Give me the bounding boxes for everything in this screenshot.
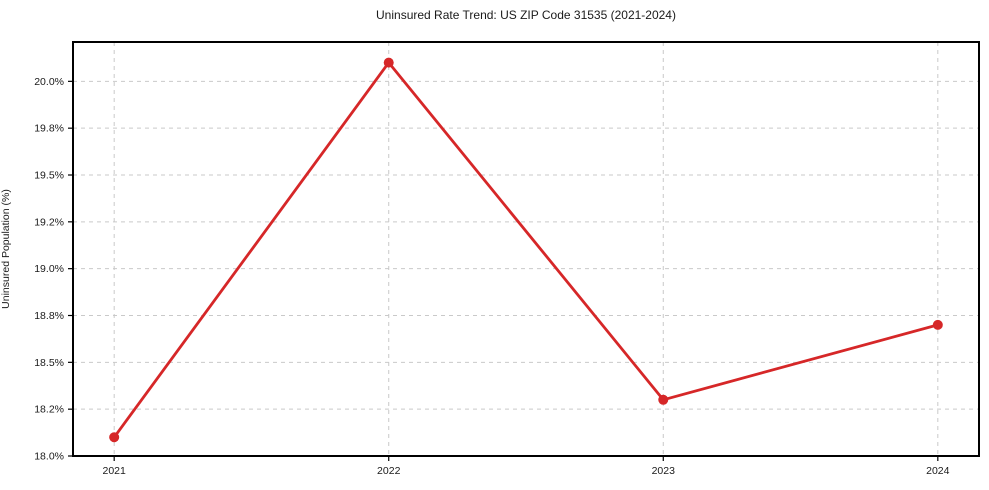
x-tick-label: 2023 [652, 465, 676, 477]
y-tick-label: 19.2% [34, 216, 64, 228]
trend-line [112, 61, 940, 439]
x-tick-label: 2022 [377, 465, 401, 477]
y-tick-label: 19.0% [34, 263, 64, 275]
data-point-2022 [383, 57, 394, 68]
data-point-2021 [109, 432, 120, 443]
y-tick-label: 18.5% [34, 357, 64, 369]
axes-spines [72, 41, 980, 457]
chart-title: Uninsured Rate Trend: US ZIP Code 31535 … [376, 8, 676, 22]
x-tick-label: 2021 [103, 465, 127, 477]
y-tick-label: 18.8% [34, 310, 64, 322]
y-tick-label: 19.5% [34, 170, 64, 182]
y-tick-label: 18.2% [34, 404, 64, 416]
x-tick-label: 2024 [926, 465, 950, 477]
data-point-2024 [932, 319, 943, 330]
data-point-2023 [658, 394, 669, 405]
y-tick-label: 18.0% [34, 451, 64, 463]
y-tick-label: 20.0% [34, 76, 64, 88]
y-tick-label: 19.8% [34, 123, 64, 135]
